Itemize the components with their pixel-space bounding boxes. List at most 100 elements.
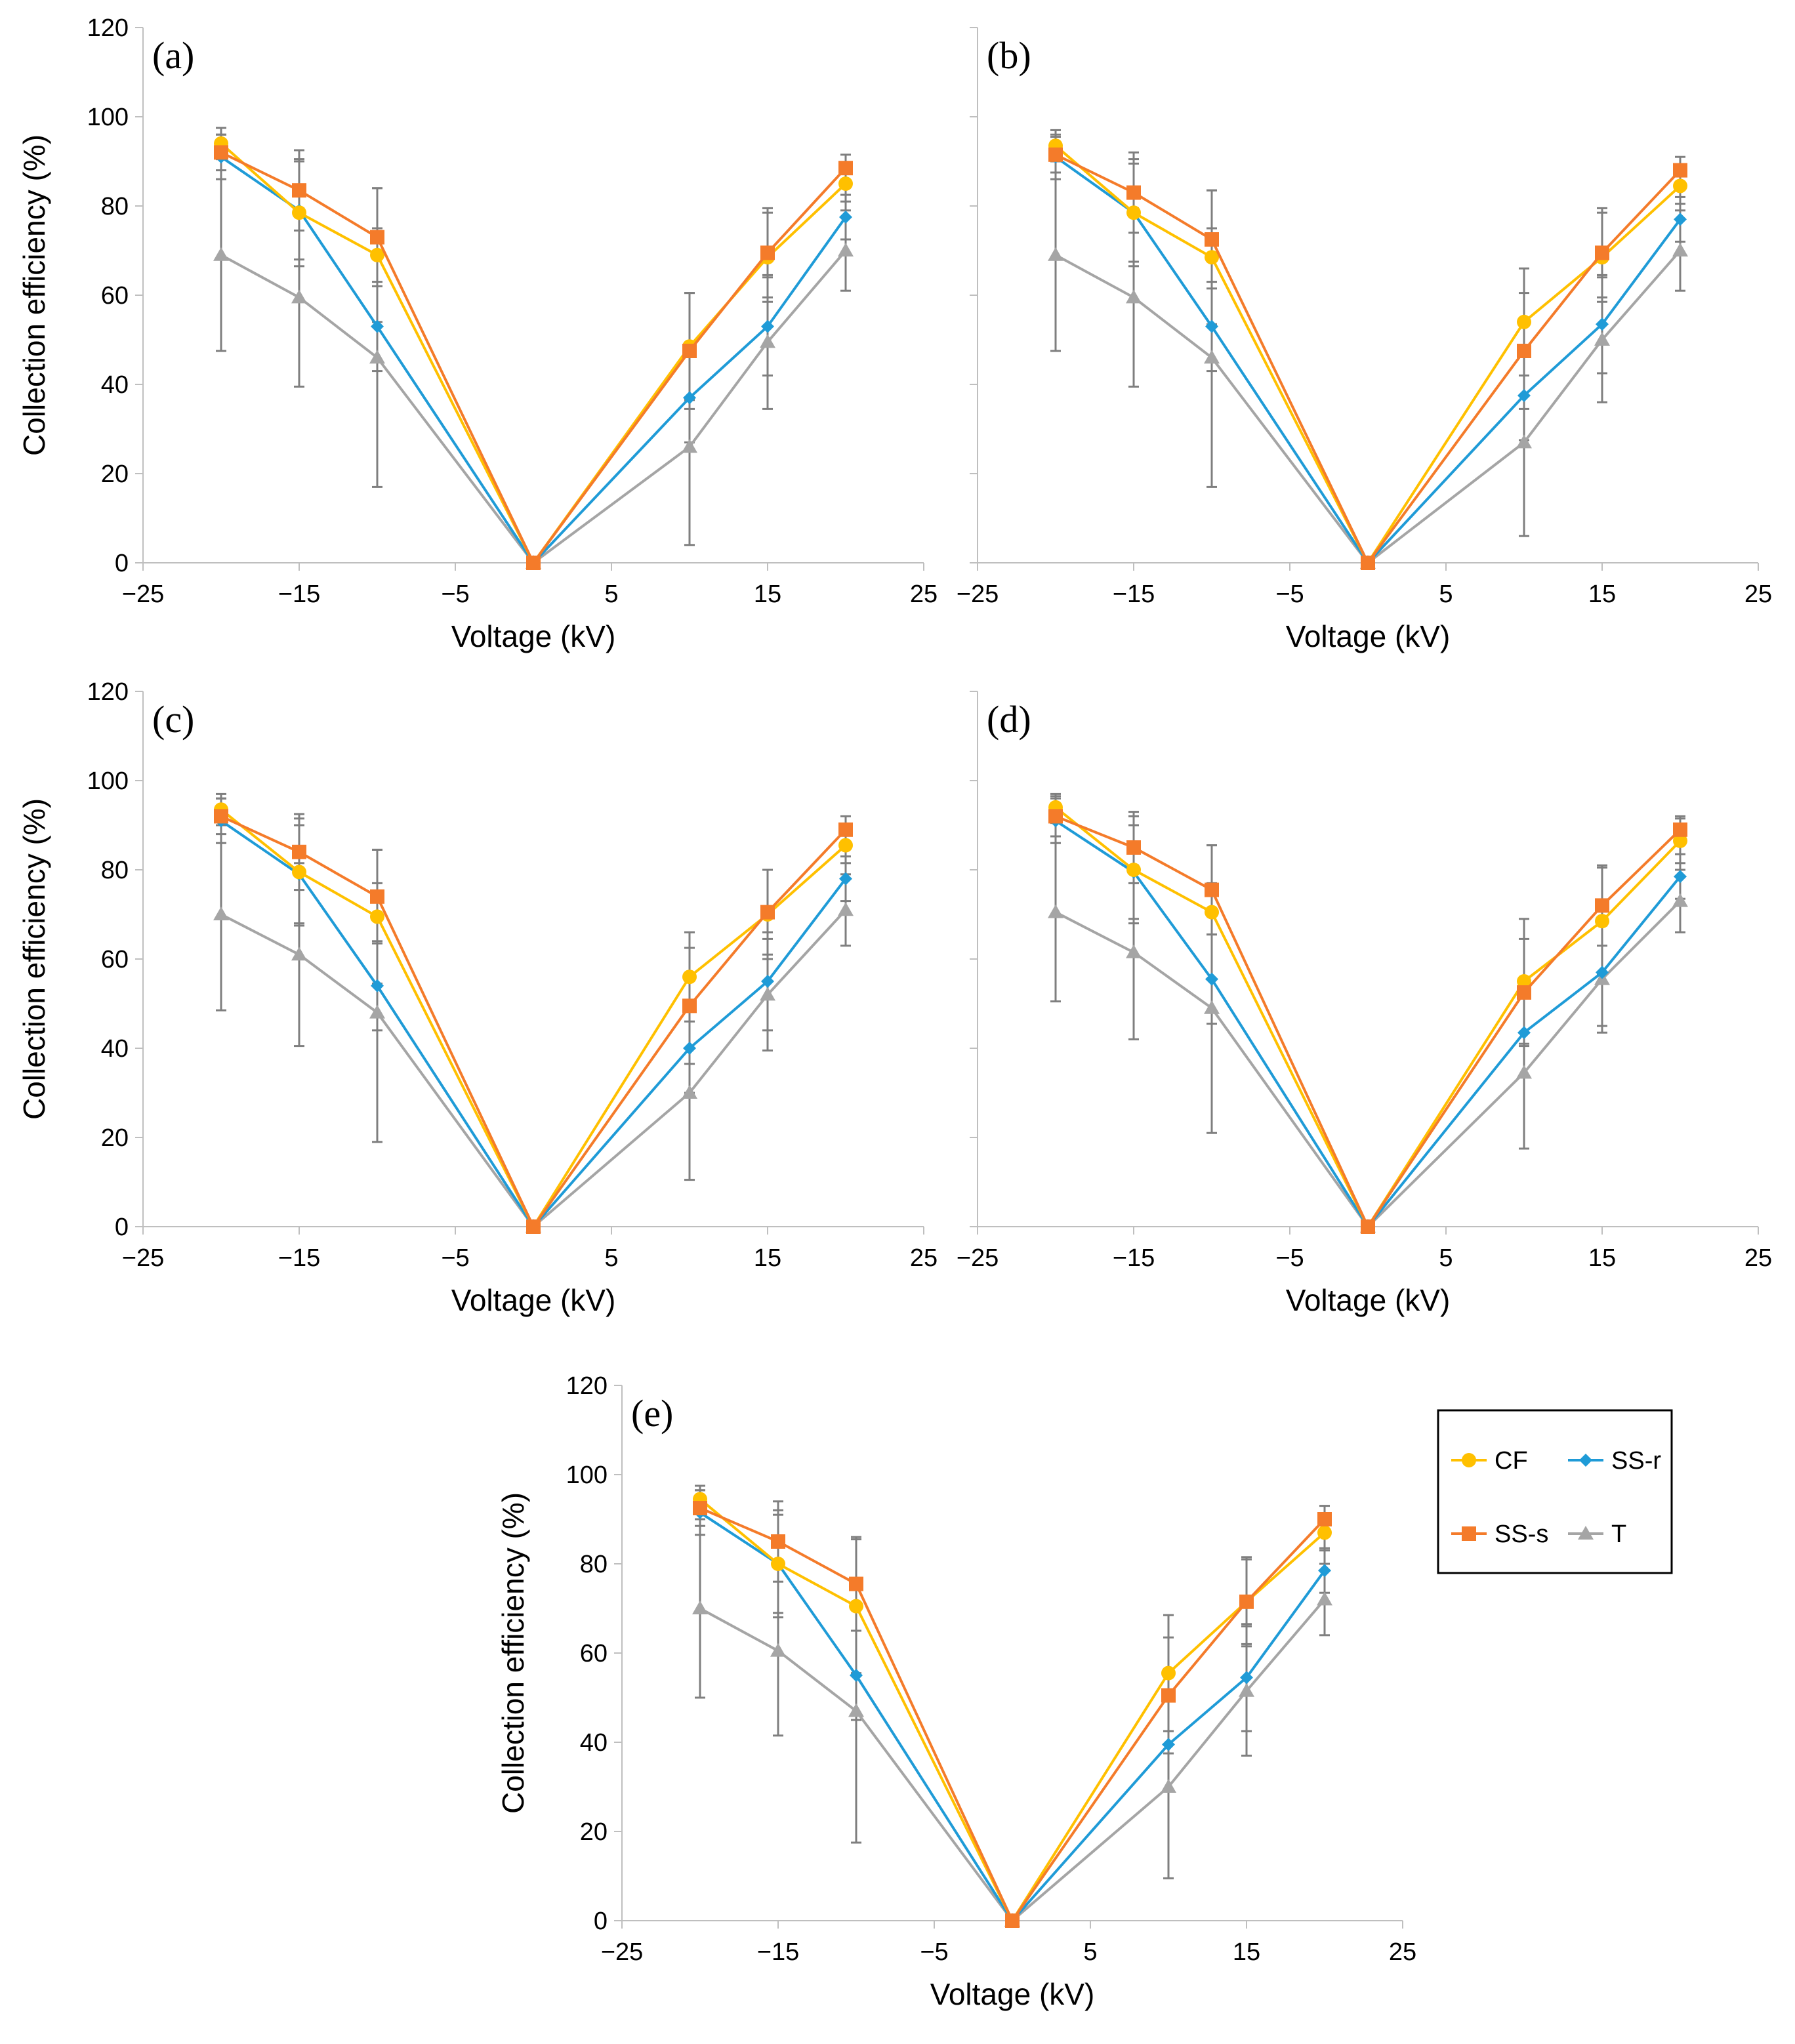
data-point-SS-s [1126, 185, 1141, 200]
data-point-SS-s [292, 183, 306, 198]
data-point-SS-s [1239, 1594, 1254, 1609]
x-axis-title: Voltage (kV) [1286, 1283, 1451, 1317]
error-bars-SS-r [695, 1489, 1330, 1790]
series-markers-SS-r [215, 150, 852, 569]
panel-label: (a) [152, 34, 194, 77]
data-point-CF [838, 838, 853, 853]
data-point-CF [292, 865, 306, 880]
data-point-SS-r [1205, 319, 1218, 333]
data-point-CF [1205, 250, 1219, 265]
data-point-CF [1126, 863, 1141, 877]
series-markers-CF [214, 136, 853, 570]
data-point-SS-s [1161, 1688, 1176, 1703]
data-point-SS-r [1517, 1026, 1531, 1040]
y-tick-label: 20 [101, 460, 129, 488]
data-point-T [682, 1085, 697, 1099]
legend-item-SS-s: SS-s [1451, 1521, 1548, 1548]
data-point-SS-r [839, 211, 852, 224]
data-point-T [213, 907, 229, 920]
data-point-T [1126, 944, 1142, 958]
data-point-CF [771, 1557, 785, 1571]
y-tick-label: 100 [566, 1461, 608, 1489]
data-point-CF [370, 909, 384, 924]
data-point-SS-s [526, 556, 541, 570]
legend-marker-SS-s [1462, 1526, 1476, 1541]
data-point-T [838, 243, 854, 256]
chart-panel-3: −25 −15 −5 5 15 25 Voltage (kV) (d) [957, 691, 1772, 1317]
data-point-T [1204, 1000, 1220, 1014]
series-markers-CF [693, 1492, 1332, 1928]
series-line-T [220, 909, 847, 1229]
error-bars-T [216, 158, 851, 546]
data-point-T [1516, 1065, 1532, 1079]
series-line-CF [1054, 806, 1682, 1230]
series-markers-SS-r [1049, 150, 1687, 569]
data-point-T [848, 1703, 864, 1717]
data-point-CF [1595, 914, 1609, 929]
y-tick-label: 60 [101, 946, 129, 973]
x-tick-label: −25 [957, 581, 999, 608]
data-point-SS-s [838, 822, 853, 837]
data-point-T [1126, 289, 1142, 304]
data-point-SS-s [1361, 1219, 1375, 1234]
data-point-SS-s [693, 1501, 707, 1515]
data-point-CF [292, 205, 306, 220]
series-line-SS-s [220, 151, 847, 565]
series-line-CF [1054, 144, 1682, 565]
error-bars-T [1050, 822, 1685, 1150]
x-tick-label: −25 [601, 1938, 643, 1966]
x-axis-title: Voltage (kV) [1286, 619, 1451, 653]
data-point-CF [1317, 1525, 1332, 1540]
data-point-SS-r [1318, 1564, 1331, 1578]
legend-marker-CF [1462, 1453, 1476, 1467]
series-markers-SS-s [1048, 809, 1687, 1234]
y-tick-label: 100 [87, 767, 129, 795]
data-point-SS-r [1517, 389, 1531, 402]
data-point-SS-r [1596, 317, 1609, 331]
legend-marker-T [1578, 1526, 1594, 1540]
data-point-T [1161, 1779, 1176, 1793]
data-point-SS-s [838, 161, 853, 176]
error-bars-T [1050, 158, 1685, 537]
x-tick-label: −5 [441, 581, 469, 608]
series-line-SS-r [220, 155, 847, 565]
series-line-SS-r [1054, 819, 1682, 1229]
y-tick-label: 120 [87, 678, 129, 706]
data-point-SS-r [761, 319, 774, 333]
data-point-T [1516, 434, 1532, 449]
data-point-SS-r [1162, 1738, 1175, 1751]
error-bars-SS-s [216, 797, 851, 1065]
data-point-T [760, 334, 775, 348]
data-point-SS-s [682, 998, 697, 1013]
x-tick-label: 5 [1439, 1244, 1453, 1272]
series-line-T [220, 249, 847, 565]
data-point-T [1672, 893, 1688, 907]
data-point-SS-s [214, 145, 228, 160]
x-tick-label: −15 [757, 1938, 799, 1966]
data-point-SS-s [1517, 985, 1531, 1000]
y-tick-label: 40 [101, 371, 129, 399]
error-bars-CF [1050, 129, 1685, 377]
data-point-T [760, 987, 775, 1001]
y-tick-label: 0 [115, 550, 129, 577]
x-tick-label: −15 [1113, 581, 1155, 608]
data-point-SS-r [1674, 870, 1687, 884]
series-line-CF [220, 142, 847, 565]
data-point-SS-s [526, 1219, 541, 1234]
data-point-SS-s [1126, 840, 1141, 855]
data-point-SS-s [1673, 163, 1687, 178]
panel-label: (b) [987, 34, 1031, 77]
data-point-T [1239, 1683, 1254, 1697]
y-tick-label: 100 [87, 104, 129, 131]
y-tick-label: 80 [101, 857, 129, 884]
series-markers-T [1048, 243, 1688, 569]
x-tick-label: −5 [1275, 581, 1304, 608]
x-tick-label: 15 [1588, 581, 1616, 608]
data-point-T [369, 1004, 385, 1019]
data-point-CF [1517, 974, 1531, 989]
panel-label: (e) [631, 1392, 673, 1435]
x-tick-label: 15 [1233, 1938, 1260, 1966]
legend-label: SS-r [1611, 1447, 1661, 1475]
chart-panel-2: 0 20 40 60 80 100 120 −25 −15 −5 5 15 25 Voltage (kV)… [17, 678, 938, 1317]
